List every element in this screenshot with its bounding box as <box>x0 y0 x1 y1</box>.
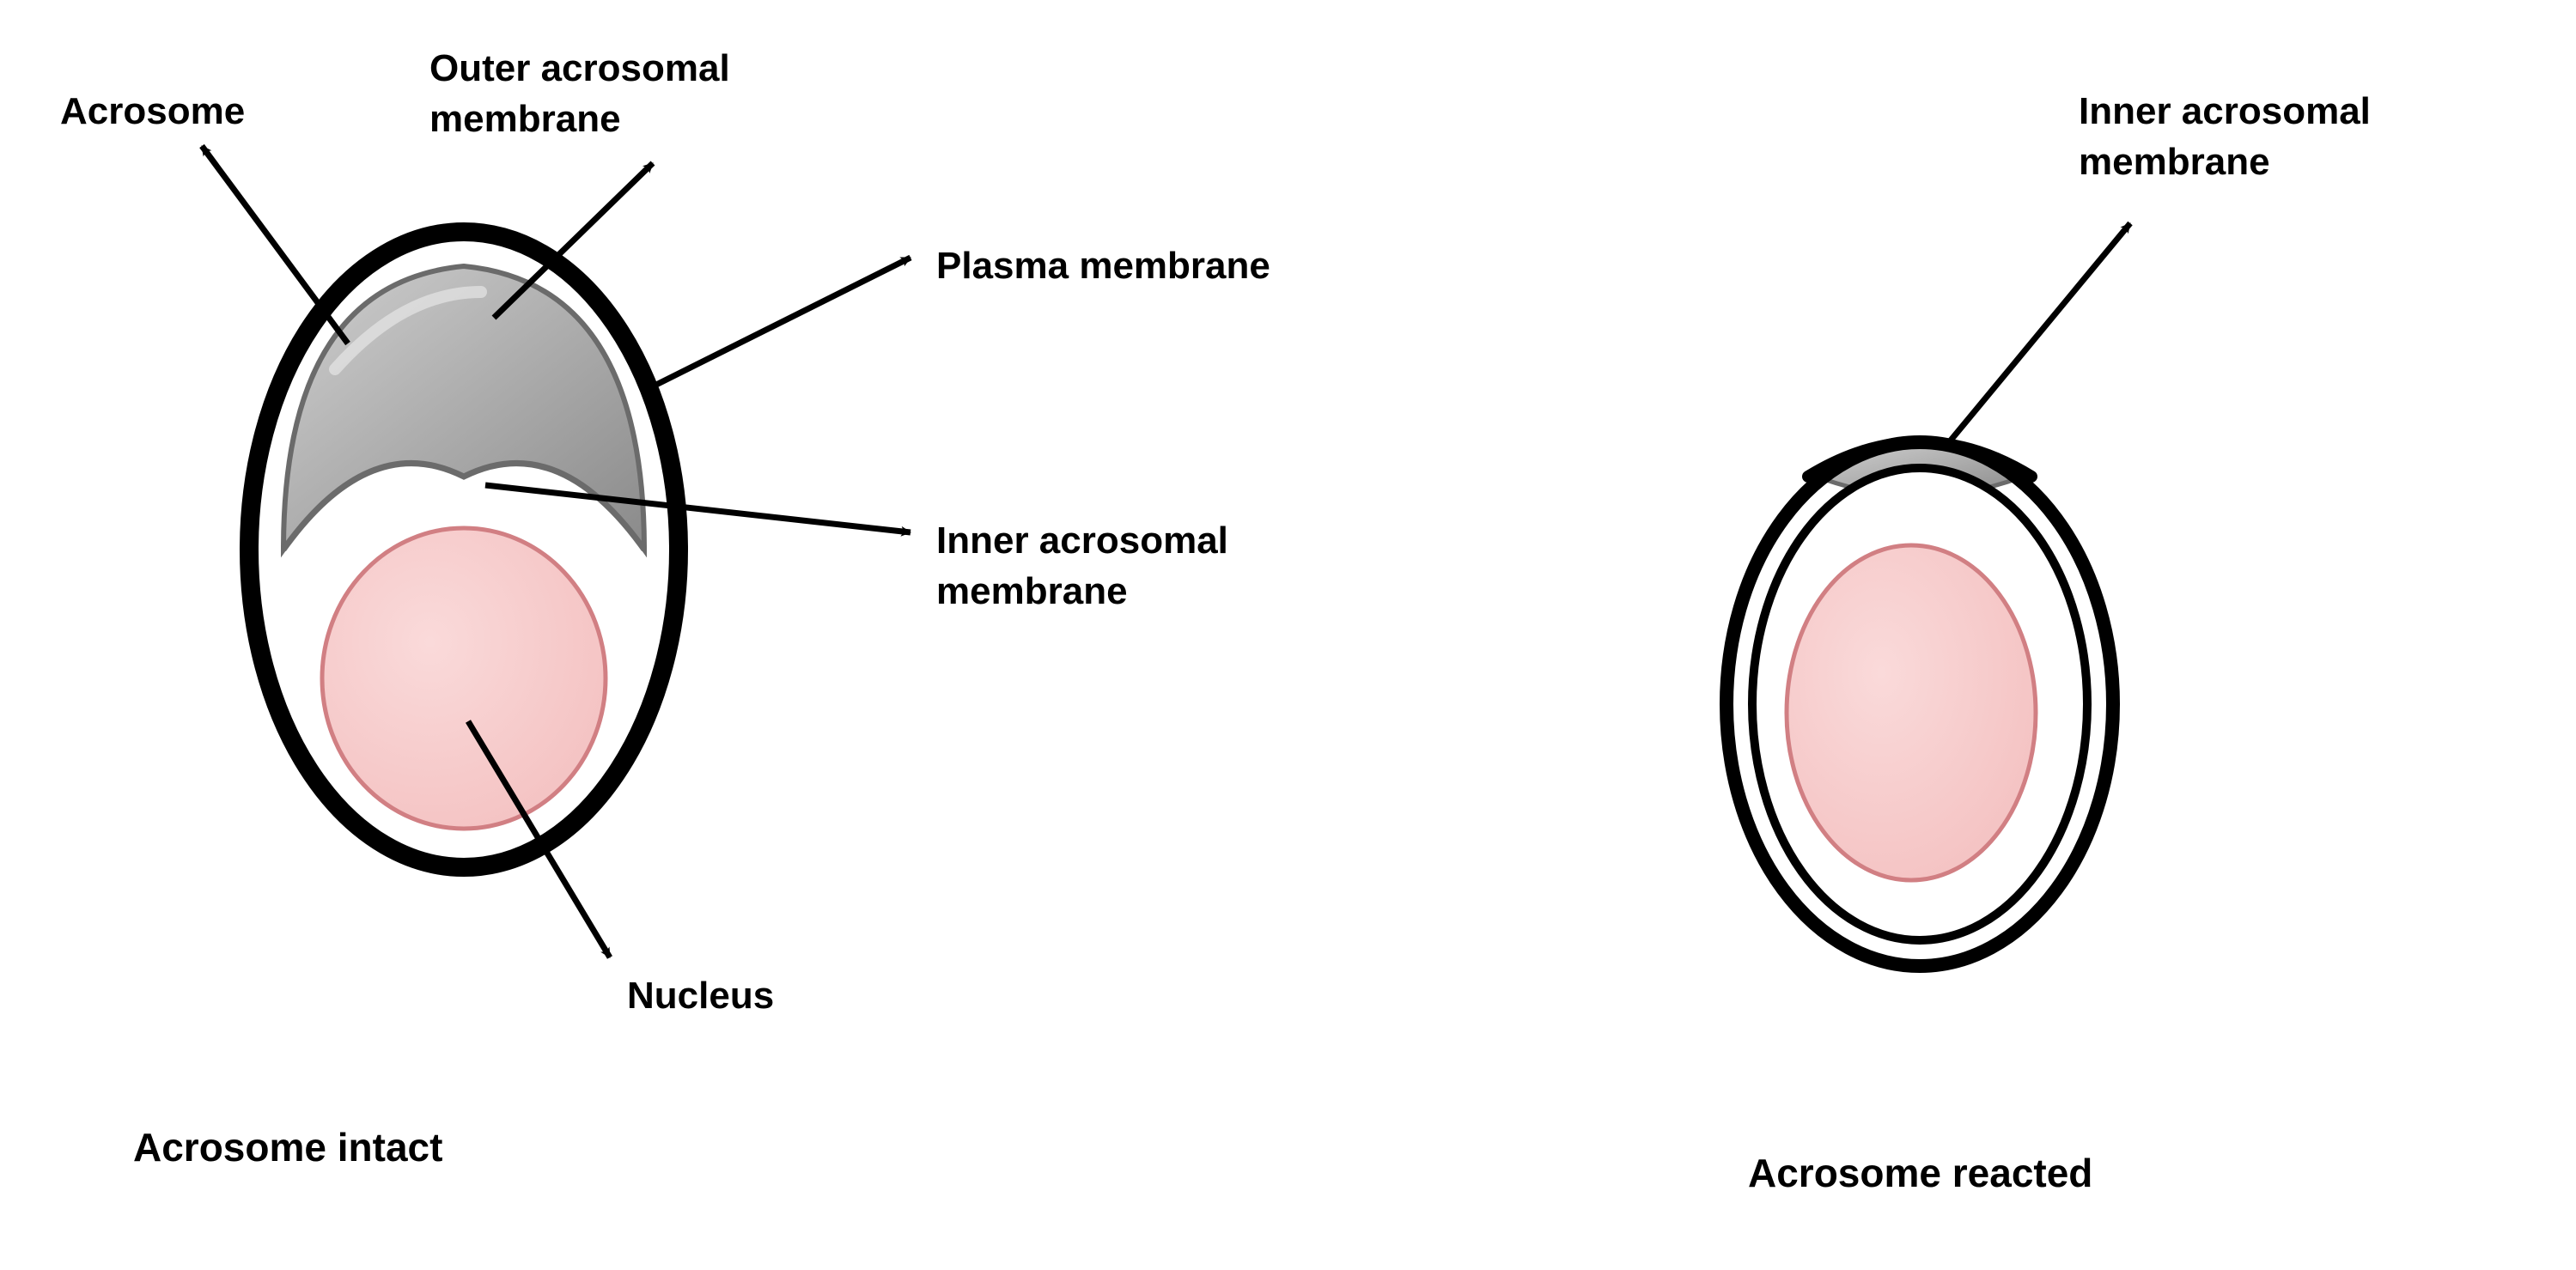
label-inner-membrane-right: Inner acrosomal membrane <box>2079 86 2371 188</box>
arrow-inner-membrane <box>485 485 910 532</box>
arrow-inner-membrane-right <box>1946 223 2130 447</box>
arrows-right <box>1946 223 2130 447</box>
acrosome-shape <box>283 266 644 550</box>
diagram-canvas <box>0 0 2576 1270</box>
label-nucleus: Nucleus <box>627 970 774 1021</box>
left-cell <box>249 232 679 867</box>
label-outer-membrane: Outer acrosomal membrane <box>429 43 730 145</box>
arrow-acrosome <box>202 146 348 343</box>
nucleus-shape <box>322 528 606 829</box>
label-inner-membrane-left: Inner acrosomal membrane <box>936 515 1228 617</box>
nucleus-shape-right <box>1787 545 2036 880</box>
caption-left: Acrosome intact <box>133 1121 442 1174</box>
label-acrosome: Acrosome <box>60 86 245 137</box>
right-cell <box>1726 442 2113 966</box>
label-plasma-membrane: Plasma membrane <box>936 240 1270 291</box>
caption-right: Acrosome reacted <box>1748 1146 2092 1200</box>
arrow-plasma-membrane <box>653 258 910 386</box>
